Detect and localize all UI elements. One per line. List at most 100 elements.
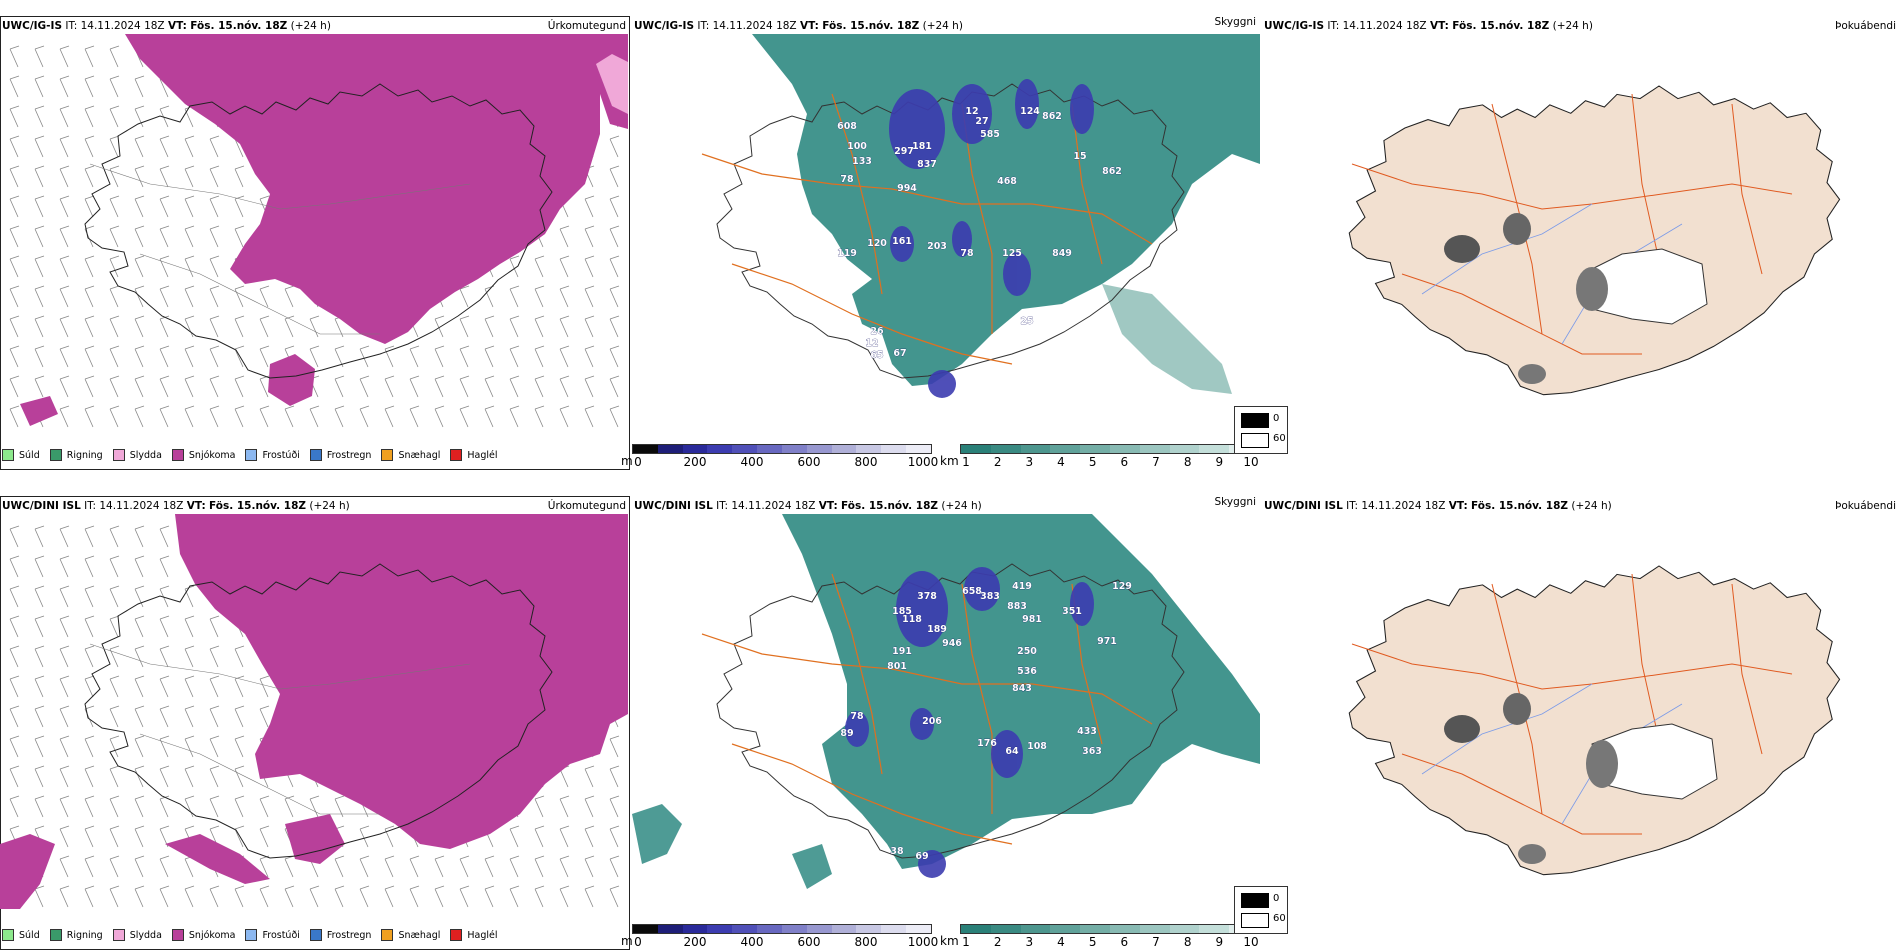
cloud-base-label: 203 (927, 241, 947, 252)
wind-barb (259, 795, 270, 818)
colorbar-tick: 5 (1088, 935, 1097, 949)
wind-barb (84, 255, 95, 278)
legend-label: Frostregn (326, 449, 372, 461)
wind-barb (259, 705, 270, 728)
wind-barb (384, 855, 395, 878)
wind-barb (609, 855, 620, 878)
visibility-unit: km (940, 934, 959, 948)
legend-label: Snjókoma (188, 929, 236, 941)
legend-swatch (381, 929, 394, 941)
wind-barb (84, 45, 95, 68)
cloud-visibility-panel: UWC/IG-IS IT: 14.11.2024 18Z VT: Fös. 15… (621, 0, 1260, 470)
cloud-base-label: 971 (1097, 636, 1117, 647)
cloud-base-label: 363 (1082, 746, 1102, 757)
wind-barb (259, 675, 270, 698)
fog-high-label: 60 (1273, 433, 1286, 444)
wind-barb (434, 375, 445, 398)
colorbar-segment (1169, 925, 1200, 933)
legend-item: Haglél (450, 929, 498, 941)
legend-swatch (2, 929, 14, 941)
colorbar-segment (881, 925, 907, 933)
colorbar-tick: 6 (1120, 935, 1129, 949)
cloud-base-label: 124 (1020, 106, 1040, 117)
wind-barb (34, 735, 45, 758)
fog-map (1348, 565, 1841, 876)
wind-barb (159, 615, 170, 638)
cloud-panel-title: Skyggni (1214, 496, 1257, 508)
wind-barb (134, 555, 145, 578)
wind-barb (159, 645, 170, 668)
wind-barb (234, 885, 245, 908)
visibility-colorbar: 1 2 3 4 5 6 7 8 9 10 km (940, 924, 1260, 949)
fog-low-label: 0 (1273, 893, 1280, 904)
panel-header: UWC/DINI ISL IT: 14.11.2024 18Z VT: Fös.… (1264, 500, 1612, 512)
cloud-base-label: 419 (1012, 581, 1032, 592)
legend-swatch (245, 449, 258, 461)
wind-barb (9, 345, 20, 368)
wind-barb (559, 255, 570, 278)
wind-barb (484, 855, 495, 878)
colorbar-segment (856, 925, 882, 933)
wind-barb (109, 705, 120, 728)
wind-barb (184, 285, 195, 308)
wind-barb (109, 315, 120, 338)
wind-barb (609, 735, 620, 758)
wind-barb (59, 765, 70, 788)
wind-barb (9, 315, 20, 338)
model-name: UWC/IG-IS (1264, 20, 1325, 32)
wind-barb (259, 855, 270, 878)
wind-barb (159, 405, 170, 428)
wind-barb (109, 675, 120, 698)
precip-type-panel: UWC/IG-IS IT: 14.11.2024 18Z VT: Fös. 15… (0, 0, 630, 470)
legend-swatch (381, 449, 394, 461)
wind-barb (9, 555, 20, 578)
it-label: IT: (1327, 20, 1340, 32)
wind-barb (9, 195, 20, 218)
legend-swatch (49, 929, 62, 941)
wind-barb (134, 735, 145, 758)
wind-barb (434, 405, 445, 428)
colorbar-tick: 8 (1183, 455, 1192, 469)
wind-barb (559, 285, 570, 308)
legend-label: Rigning (66, 929, 103, 941)
fog-high-swatch (1241, 433, 1269, 448)
wind-barb (34, 885, 45, 908)
legend-label: Frostúði (262, 929, 300, 941)
colorbar-tick: 7 (1152, 935, 1160, 949)
vt-label: VT: (799, 20, 819, 32)
wind-barb (484, 345, 495, 368)
it-value: 14.11.2024 18Z (712, 20, 797, 32)
wind-barb (9, 675, 20, 698)
wind-barb (134, 795, 145, 818)
fog-low-swatch (1241, 413, 1269, 428)
wind-barb (84, 525, 95, 548)
cloud-base-label: 176 (977, 738, 997, 749)
wind-barb (9, 105, 20, 128)
wind-barb (59, 75, 70, 98)
wind-barb (309, 885, 320, 908)
wind-barb (309, 345, 320, 368)
colorbar-segment (781, 925, 807, 933)
snow-area (125, 34, 600, 344)
wind-barb (59, 525, 70, 548)
wind-barb (459, 885, 470, 908)
wind-barb (134, 105, 145, 128)
colorbar-tick: 9 (1215, 455, 1224, 469)
wind-barb (609, 285, 620, 308)
wind-barb (84, 885, 95, 908)
legend-label: Snæhagl (398, 449, 441, 461)
wind-barb (134, 675, 145, 698)
wind-barb (559, 315, 570, 338)
wind-barb (134, 195, 145, 218)
wind-barb (609, 135, 620, 158)
wind-barb (109, 375, 120, 398)
wind-barb (134, 825, 145, 848)
wind-barb (234, 315, 245, 338)
wind-barb (184, 255, 195, 278)
wind-barb (609, 795, 620, 818)
vt-value: Fös. 15.nóv. 18Z (190, 20, 288, 32)
wind-barb (209, 795, 220, 818)
colorbar-segment (732, 445, 758, 453)
legend-item: Súld (2, 929, 40, 941)
wind-barb (359, 885, 370, 908)
